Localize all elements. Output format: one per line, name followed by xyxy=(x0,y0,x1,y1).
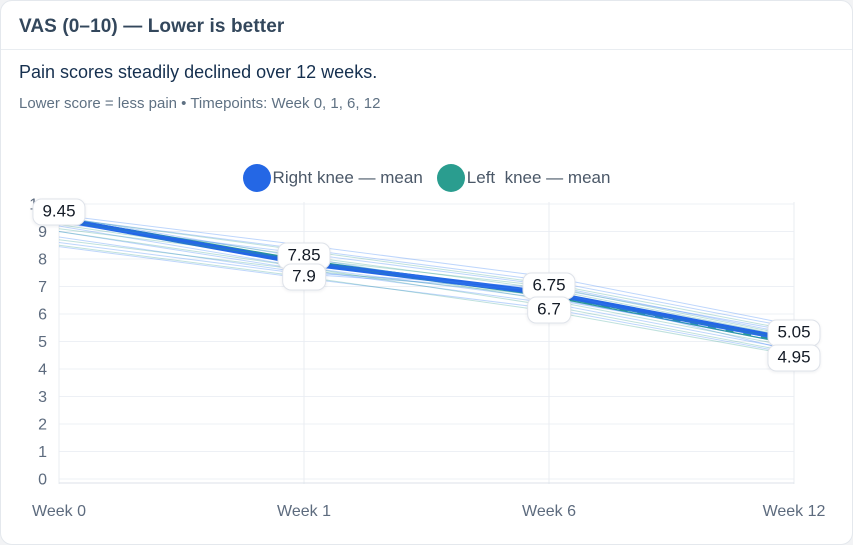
x-axis-tick: Week 6 xyxy=(522,503,576,520)
page-title: VAS (0–10) — Lower is better xyxy=(19,16,285,37)
individual-line-right xyxy=(58,242,795,352)
legend-label-right-knee: Right knee — mean xyxy=(272,168,423,187)
individual-line-left xyxy=(58,231,795,353)
chart-subtitle: Pain scores steadily declined over 12 we… xyxy=(19,62,378,82)
y-axis-tick: 4 xyxy=(38,362,47,379)
individual-line-right xyxy=(58,225,795,342)
y-axis-tick: 5 xyxy=(38,334,47,351)
individual-line-right xyxy=(58,217,795,329)
right-knee-swatch-icon xyxy=(242,164,271,192)
individual-line-right xyxy=(58,231,795,351)
y-axis-tick: 8 xyxy=(38,252,47,269)
individual-line-left xyxy=(58,220,795,338)
y-axis-tick: 6 xyxy=(38,307,47,324)
y-axis-tick: 10 xyxy=(29,197,47,214)
header-divider xyxy=(1,49,852,50)
individual-line-left xyxy=(58,217,795,331)
individual-line-left xyxy=(58,239,795,341)
y-axis-tick: 9 xyxy=(38,224,47,241)
individual-line-left xyxy=(58,228,795,337)
y-axis-tick: 2 xyxy=(38,417,47,434)
x-axis-tick: Week 12 xyxy=(763,503,826,520)
individual-line-right xyxy=(58,215,795,345)
legend-label-left-knee: Left knee — mean xyxy=(466,168,611,187)
legend-item-left-knee[interactable]: Left knee — mean xyxy=(436,164,611,192)
legend-item-right-knee[interactable]: Right knee — mean xyxy=(242,164,423,192)
y-axis-tick: 3 xyxy=(38,389,47,406)
chart-legend: Right knee — mean Left knee — mean xyxy=(1,164,852,192)
individual-line-left xyxy=(58,224,795,348)
chart-caption: Lower score = less pain • Timepoints: We… xyxy=(19,95,381,112)
y-axis-tick: 1 xyxy=(38,444,47,461)
series-line-right-knee-mean xyxy=(56,216,797,343)
individual-line-right xyxy=(58,236,795,333)
left-knee-swatch-icon xyxy=(436,164,465,192)
x-axis-tick: Week 0 xyxy=(32,503,86,520)
individual-line-right xyxy=(58,222,795,336)
y-axis-tick: 0 xyxy=(38,472,47,489)
individual-line-left xyxy=(58,244,795,356)
x-axis-tick: Week 1 xyxy=(277,503,331,520)
individual-line-right xyxy=(58,214,795,326)
individual-line-right xyxy=(58,246,795,355)
y-axis-tick: 7 xyxy=(38,279,47,296)
